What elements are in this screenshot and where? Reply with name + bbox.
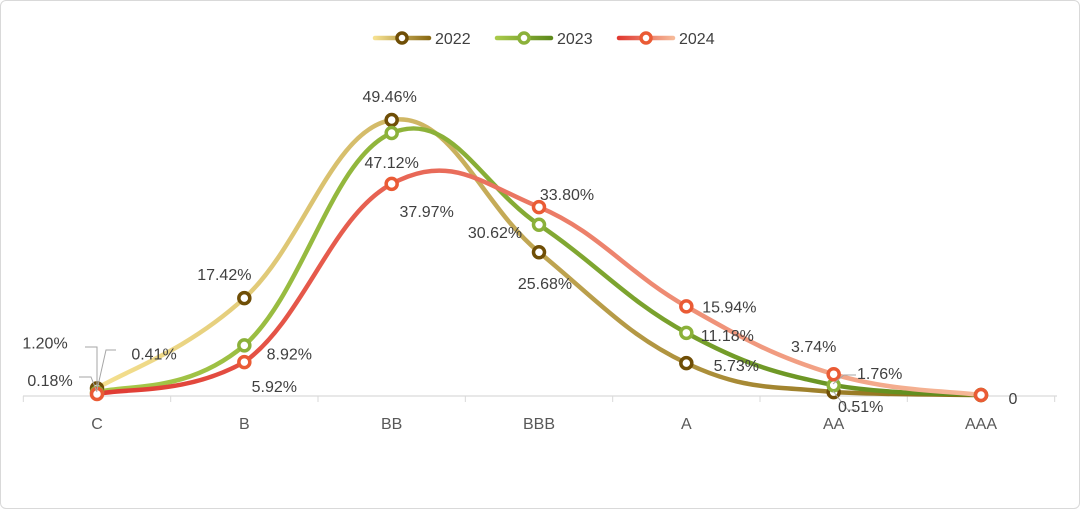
series-line-2023 <box>94 126 984 398</box>
data-label-2024: 5.92% <box>252 379 297 396</box>
data-point-2022 <box>531 244 547 260</box>
data-label-2022: 25.68% <box>518 276 572 293</box>
x-tick-label: C <box>91 416 103 433</box>
x-tick-label: AA <box>823 416 845 433</box>
data-point-2024 <box>237 354 252 370</box>
legend-item-2022[interactable]: 2022 <box>372 31 471 48</box>
data-point-2022 <box>237 290 252 306</box>
data-point-2024 <box>89 386 105 402</box>
data-label-2022: 5.73% <box>714 358 759 375</box>
data-labels: 1.20% 17.42% 49.46% 25.68% 5.73% 0.51% 0.41% 8.… <box>22 89 1017 416</box>
legend-marker-swatch <box>639 31 653 45</box>
data-point-2022 <box>384 112 399 128</box>
data-point-2023 <box>384 125 399 141</box>
data-label-2022: 1.20% <box>22 335 67 352</box>
legend-item-2023[interactable]: 2023 <box>494 31 593 48</box>
leader-line <box>96 349 116 391</box>
data-point-2023 <box>237 338 252 353</box>
data-point-2024 <box>679 299 694 314</box>
leader-line <box>832 374 856 385</box>
data-label-2023: 1.76% <box>857 366 902 383</box>
data-label-2024: 33.80% <box>540 187 594 204</box>
data-point-2024 <box>826 366 841 382</box>
data-label-2023: 0.41% <box>131 347 176 364</box>
leader-line <box>832 390 856 411</box>
x-tick-label: BBB <box>523 416 555 433</box>
data-label-2024: 0 <box>1009 391 1018 408</box>
legend-label: 2023 <box>557 31 593 48</box>
x-tick-label: BB <box>381 416 402 433</box>
legend-label: 2024 <box>679 31 715 48</box>
data-point-2024 <box>973 387 989 403</box>
leader-line <box>85 346 98 387</box>
x-axis: C B BB BBB A AA AAA <box>22 395 1057 433</box>
data-label-2024: 15.94% <box>702 299 756 316</box>
data-label-2024: 37.97% <box>400 204 454 221</box>
leader-line <box>79 376 98 393</box>
data-point-2024 <box>531 199 547 215</box>
series-markers <box>89 112 989 403</box>
data-label-2024: 3.74% <box>791 339 836 356</box>
data-label-2024: 0.18% <box>27 373 72 390</box>
x-tick-label: B <box>239 416 250 433</box>
data-label-2023: 47.12% <box>365 155 419 172</box>
data-label-2023: 11.18% <box>701 328 754 345</box>
data-point-2022 <box>679 355 694 371</box>
legend-label: 2022 <box>435 31 471 48</box>
legend-marker-swatch <box>517 31 531 45</box>
data-label-2022: 0.51% <box>838 399 883 416</box>
data-point-2023 <box>531 217 547 233</box>
data-label-2023: 30.62% <box>468 225 522 242</box>
data-label-2023: 8.92% <box>267 346 312 363</box>
data-label-2022: 17.42% <box>197 267 251 284</box>
legend: 2022 2023 2024 <box>372 31 715 48</box>
x-tick-label: A <box>681 416 692 433</box>
data-point-2024 <box>384 176 399 192</box>
legend-item-2024[interactable]: 2024 <box>616 31 715 48</box>
x-tick-label: AAA <box>965 416 997 433</box>
data-label-2022: 49.46% <box>363 89 417 106</box>
legend-marker-swatch <box>395 31 409 45</box>
data-point-2023 <box>679 325 694 341</box>
